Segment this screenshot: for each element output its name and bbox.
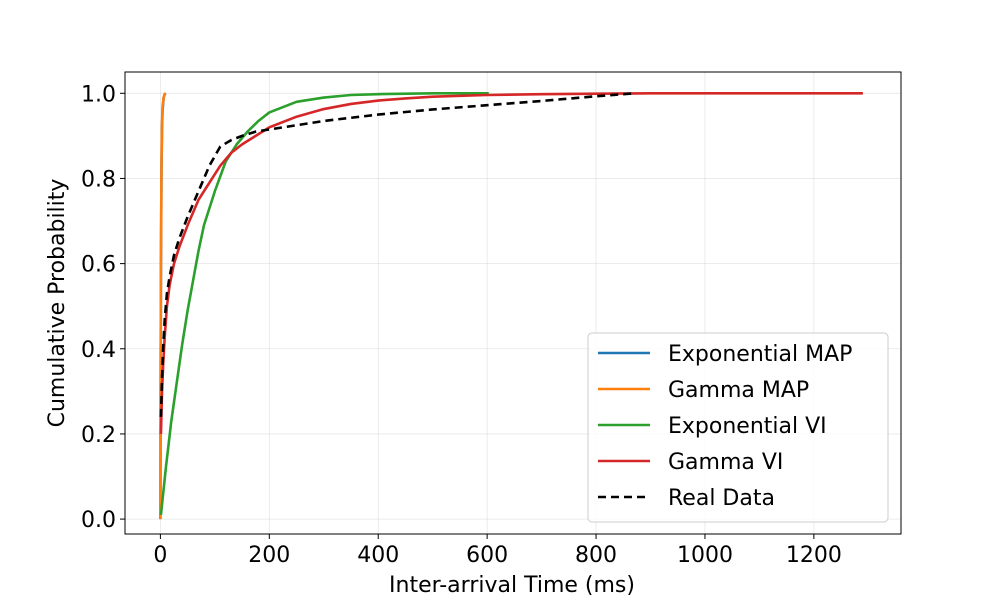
- x-tick-label: 400: [357, 543, 399, 568]
- y-tick-label: 0.8: [81, 167, 116, 192]
- y-tick-label: 0.4: [81, 338, 116, 363]
- y-tick-label: 0.0: [81, 508, 116, 533]
- legend-label: Exponential MAP: [668, 342, 852, 367]
- series-layer: [159, 91, 863, 520]
- y-tick-label: 0.2: [81, 423, 116, 448]
- y-tick-label: 0.6: [81, 253, 116, 278]
- legend-box: [587, 332, 889, 523]
- x-tick-label: 800: [575, 543, 617, 568]
- plot-frame: [124, 71, 902, 535]
- x-tick-label: 600: [466, 543, 508, 568]
- x-tick-label: 1200: [786, 543, 842, 568]
- series-line-exponential-vi: [159, 91, 489, 515]
- legend-label: Real Data: [668, 486, 775, 511]
- x-tick-label: 0: [153, 543, 167, 568]
- legend: Exponential MAP Gamma MAP Exponential VI Ga…: [587, 332, 889, 523]
- series-line-real-data: [159, 91, 635, 417]
- legend-label: Gamma VI: [668, 450, 783, 475]
- legend-label: Exponential VI: [668, 414, 827, 439]
- x-axis-label: Inter-arrival Time (ms): [389, 573, 635, 598]
- plot-area: [159, 91, 863, 520]
- legend-label: Gamma MAP: [668, 378, 809, 403]
- x-tick-label: 1000: [677, 543, 733, 568]
- x-tick-label: 200: [248, 543, 290, 568]
- y-axis-label: Cumulative Probability: [45, 179, 70, 428]
- series-line-gamma-map: [159, 92, 167, 520]
- x-axis: 0 200 400 600 800 1000 1200: [153, 534, 842, 568]
- y-tick-label: 1.0: [81, 82, 116, 107]
- y-axis: 0.0 0.2 0.4 0.6 0.8 1.0: [81, 82, 125, 533]
